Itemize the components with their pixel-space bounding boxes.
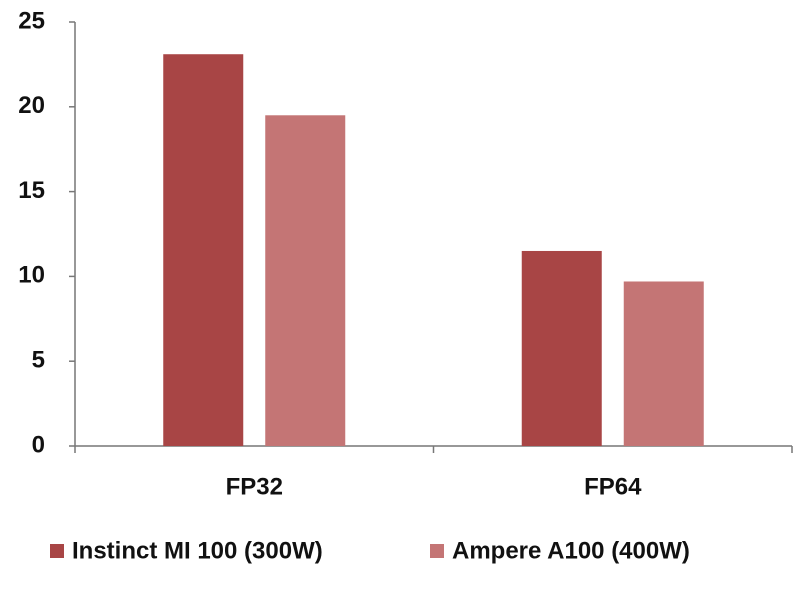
bar: [521, 250, 602, 446]
y-tick-label: 5: [32, 347, 45, 374]
y-tick-label: 10: [18, 262, 45, 289]
legend-swatch: [50, 544, 64, 558]
x-tick-label: FP32: [226, 473, 283, 500]
legend-label: Ampere A100 (400W): [452, 537, 690, 564]
legend-label: Instinct MI 100 (300W): [72, 537, 323, 564]
y-tick-label: 0: [32, 431, 45, 458]
x-tick-label: FP64: [584, 473, 642, 500]
bar: [265, 115, 346, 446]
bar: [623, 281, 704, 446]
y-tick-label: 25: [18, 7, 45, 34]
y-tick-label: 20: [18, 92, 45, 119]
y-tick-label: 15: [18, 177, 45, 204]
legend-swatch: [430, 544, 444, 558]
bar: [163, 54, 244, 446]
